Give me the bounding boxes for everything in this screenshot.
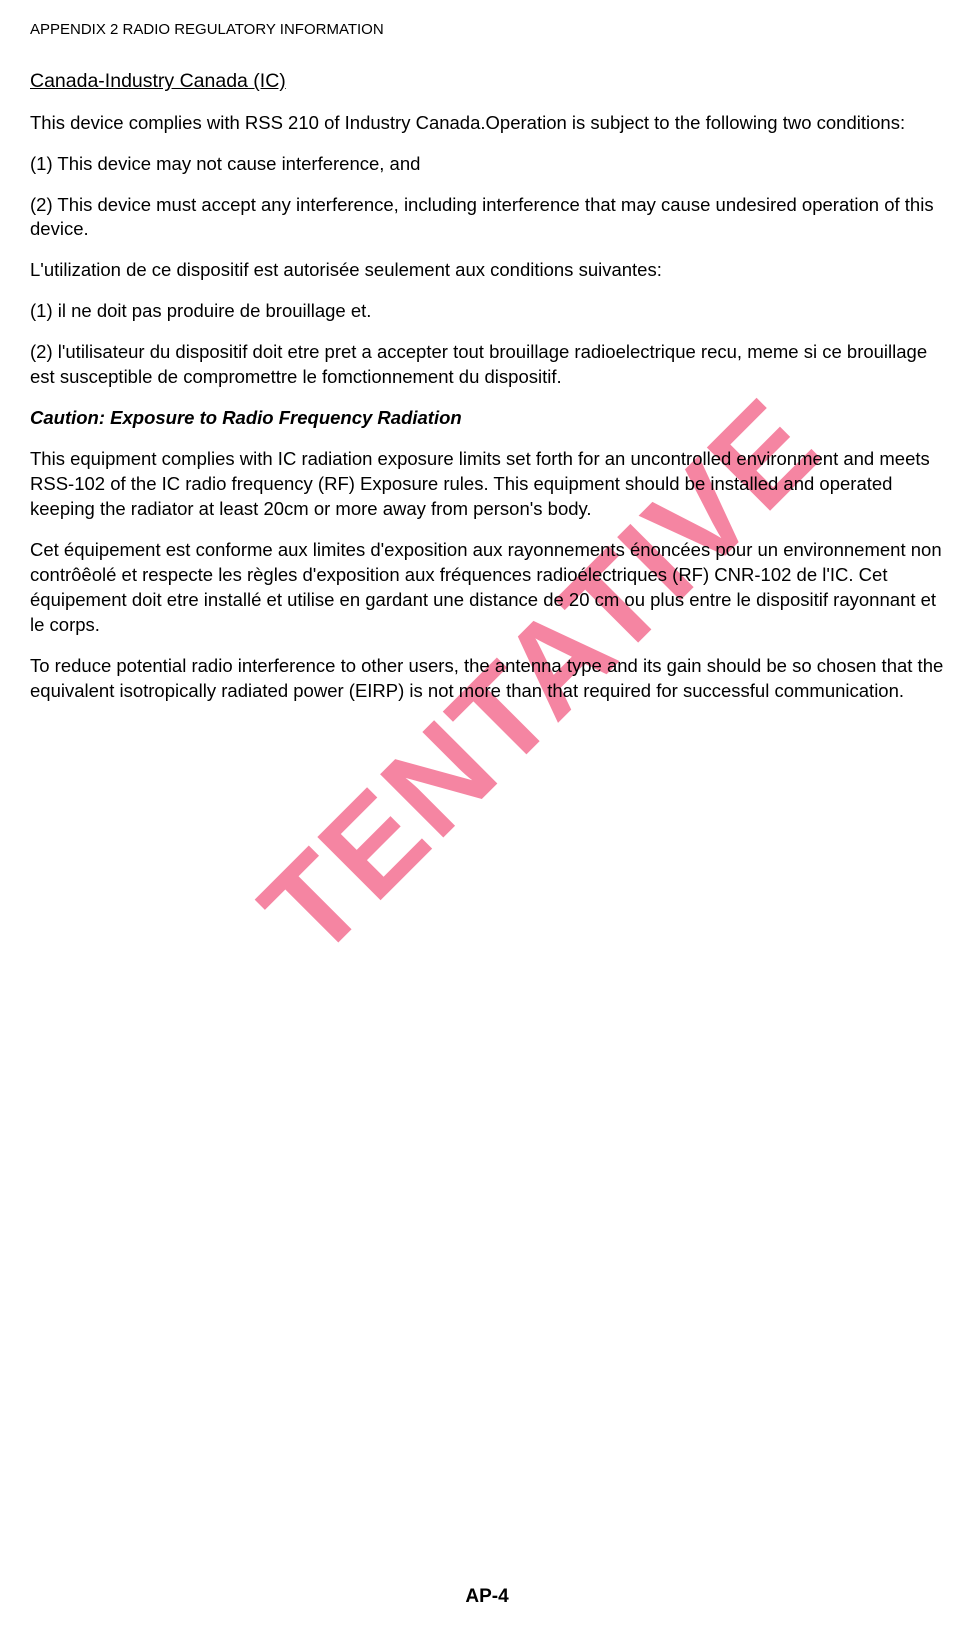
paragraph-fr-intro: L'utilization de ce dispositif est autor… bbox=[30, 258, 944, 283]
paragraph-intro: This device complies with RSS 210 of Ind… bbox=[30, 111, 944, 136]
appendix-header: APPENDIX 2 RADIO REGULATORY INFORMATION bbox=[30, 20, 944, 40]
paragraph-exposure-fr: Cet équipement est conforme aux limites … bbox=[30, 538, 944, 638]
caution-title: Caution: Exposure to Radio Frequency Rad… bbox=[30, 406, 944, 431]
paragraph-condition1: (1) This device may not cause interferen… bbox=[30, 152, 944, 177]
paragraph-eirp: To reduce potential radio interference t… bbox=[30, 654, 944, 704]
section-title: Canada-Industry Canada (IC) bbox=[30, 68, 944, 94]
paragraph-fr-condition2: (2) l'utilisateur du dispositif doit etr… bbox=[30, 340, 944, 390]
paragraph-exposure-en: This equipment complies with IC radiatio… bbox=[30, 447, 944, 522]
paragraph-condition2: (2) This device must accept any interfer… bbox=[30, 193, 944, 243]
page-number: AP-4 bbox=[465, 1584, 508, 1610]
document-content: APPENDIX 2 RADIO REGULATORY INFORMATION … bbox=[30, 20, 944, 704]
paragraph-fr-condition1: (1) il ne doit pas produire de brouillag… bbox=[30, 299, 944, 324]
